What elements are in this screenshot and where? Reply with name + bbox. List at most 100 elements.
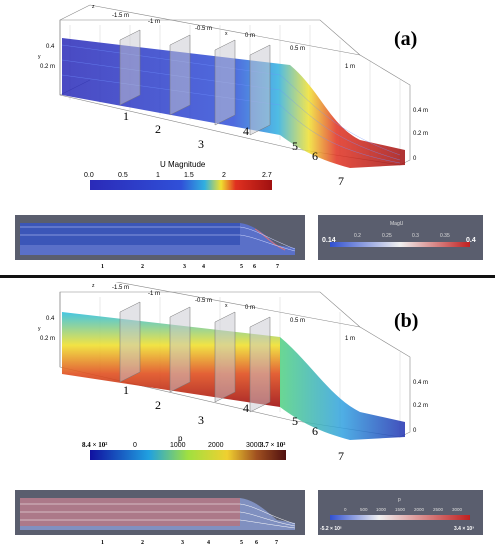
section-3: 3: [198, 137, 204, 151]
section-planes: [119, 29, 271, 136]
b-side-section-5: 5: [240, 540, 243, 546]
b-side-section-2: 2: [141, 540, 144, 546]
right-tick-0.4: 0.4 m: [413, 108, 428, 114]
b-tick-1: 1 m: [345, 336, 355, 342]
colorbar-tick-1: 0.5: [118, 172, 128, 179]
b-colorbar-max: 3.7 × 10³: [260, 441, 285, 449]
axis-x-letter: x: [225, 31, 228, 37]
side-section-6: 6: [253, 264, 256, 270]
b-colorbar-tick-2: 2000: [208, 442, 224, 449]
left-tick-0.2: 0.2 m: [40, 64, 55, 70]
side-section-7: 7: [276, 264, 279, 270]
side-view-sections: 1 2 3 4 5 6 7: [101, 264, 279, 270]
b-colorbar-gradient: [90, 450, 286, 460]
b-inset-colorbar-max: 3.4 × 10³: [454, 526, 474, 532]
side-section-5: 5: [240, 264, 243, 270]
pressure-volume-tail: [280, 337, 405, 440]
b-left-tick-0.2: 0.2 m: [40, 336, 55, 342]
b-tick-0.5: 0.5 m: [290, 318, 305, 324]
b-tick-0: 0 m: [245, 305, 255, 311]
b-colorbar-tick-1: 1000: [170, 442, 186, 449]
b-inset-colorbar-min: -5.2 × 10²: [320, 526, 342, 532]
panel-b-inset-colorbar: p -5.2 × 10² 0 500 1000 1500 2000 2500 3…: [318, 490, 483, 535]
b-inset-tick-6: 3000: [452, 507, 463, 512]
panel-a-inset-colorbar: MagU 0.14 0.2 0.25 0.3 0.35 0.4: [318, 215, 483, 260]
section-numbers-b: 1 2 3 4 5 6 7: [123, 383, 344, 463]
b-section-2: 2: [155, 398, 161, 412]
inset-colorbar-gradient: [330, 242, 470, 247]
axis-y-letter: y: [38, 54, 41, 60]
section-2: 2: [155, 122, 161, 136]
b-inset-colorbar-gradient: [330, 515, 470, 520]
b-section-5: 5: [292, 414, 298, 428]
b-axis-y-letter: y: [38, 326, 41, 332]
b-left-tick-0.4: 0.4: [46, 316, 55, 322]
section-5: 5: [292, 139, 298, 153]
side-section-1: 1: [101, 264, 104, 270]
tick-0.5: 0.5 m: [290, 46, 305, 52]
tick-neg1.5: -1.5 m: [112, 13, 129, 19]
b-tick-neg1: -1 m: [148, 291, 160, 297]
b-colorbar-min: 8.4 × 10²: [82, 441, 107, 449]
b-colorbar-title: p: [178, 434, 183, 443]
b-inset-tick-2: 1000: [376, 507, 387, 512]
b-section-7: 7: [338, 449, 344, 463]
right-tick-0.2: 0.2 m: [413, 131, 428, 137]
b-axis-z-letter: z: [92, 283, 95, 289]
colorbar-tick-3: 1.5: [184, 172, 194, 179]
inset-tick-0: 0.2: [354, 233, 361, 239]
inset-colorbar-max: 0.4: [466, 237, 476, 244]
tick-neg0.5: -0.5 m: [195, 26, 212, 32]
section-4: 4: [243, 124, 249, 138]
colorbar-tick-0: 0.0: [84, 172, 94, 179]
section-6: 6: [312, 149, 318, 163]
b-inset-colorbar-title: p: [398, 497, 401, 503]
section-7: 7: [338, 174, 344, 188]
colorbar-tick-4: 2: [222, 172, 226, 179]
b-side-section-7: 7: [275, 540, 278, 546]
panel-a: -1.5 m -1 m -0.5 m x 0 m 0.5 m 1 m z 0.4…: [0, 0, 495, 270]
panel-a-3d-flow-view: -1.5 m -1 m -0.5 m x 0 m 0.5 m 1 m z 0.4…: [38, 4, 428, 190]
section-numbers: 1 2 3 4 5 6 7: [123, 109, 344, 188]
b-right-tick-0.2: 0.2 m: [413, 403, 428, 409]
b-side-section-4: 4: [207, 540, 210, 546]
b-tick-neg1.5: -1.5 m: [112, 285, 129, 291]
b-side-view-sections: 1 2 3 4 5 6 7: [101, 540, 278, 546]
section-1: 1: [123, 109, 129, 123]
inset-tick-3: 0.35: [440, 233, 450, 239]
side-section-2: 2: [141, 264, 144, 270]
b-side-section-6: 6: [255, 540, 258, 546]
side-section-3: 3: [183, 264, 186, 270]
b-colorbar-tick-3: 3000: [246, 442, 262, 449]
panel-divider: [0, 275, 495, 278]
axis-z-letter: z: [92, 4, 95, 10]
b-section-3: 3: [198, 413, 204, 427]
inset-tick-2: 0.3: [412, 233, 419, 239]
b-inset-tick-5: 2500: [433, 507, 444, 512]
right-tick-0: 0: [413, 156, 417, 162]
b-right-tick-0: 0: [413, 428, 417, 434]
section-planes-b: [119, 301, 271, 413]
b-right-tick-0.4: 0.4 m: [413, 380, 428, 386]
b-colorbar-tick-0: 0: [133, 442, 137, 449]
b-inset-tick-1: 500: [360, 507, 368, 512]
colorbar-tick-2: 1: [156, 172, 160, 179]
panel-b-side-view: 1 2 3 4 5 6 7: [15, 490, 305, 546]
inset-colorbar-min: 0.14: [322, 237, 336, 244]
colorbar-title: U Magnitude: [160, 160, 206, 169]
colorbar-gradient: [90, 180, 272, 190]
panel-a-label: (a): [394, 28, 417, 50]
tick-neg1: -1 m: [148, 19, 160, 25]
b-tick-neg0.5: -0.5 m: [195, 298, 212, 304]
side-section-4: 4: [202, 264, 205, 270]
b-inset-tick-4: 2000: [414, 507, 425, 512]
inset-colorbar-title: MagU: [390, 221, 404, 227]
inset-tick-1: 0.25: [382, 233, 392, 239]
b-section-4: 4: [243, 401, 249, 415]
panel-b: -1.5 m -1 m -0.5 m x 0 m 0.5 m 1 m z 0.4…: [0, 276, 495, 550]
b-section-6: 6: [312, 424, 318, 438]
b-axis-x-letter: x: [225, 303, 228, 309]
b-inset-tick-3: 1500: [395, 507, 406, 512]
tick-1: 1 m: [345, 64, 355, 70]
b-section-1: 1: [123, 383, 129, 397]
